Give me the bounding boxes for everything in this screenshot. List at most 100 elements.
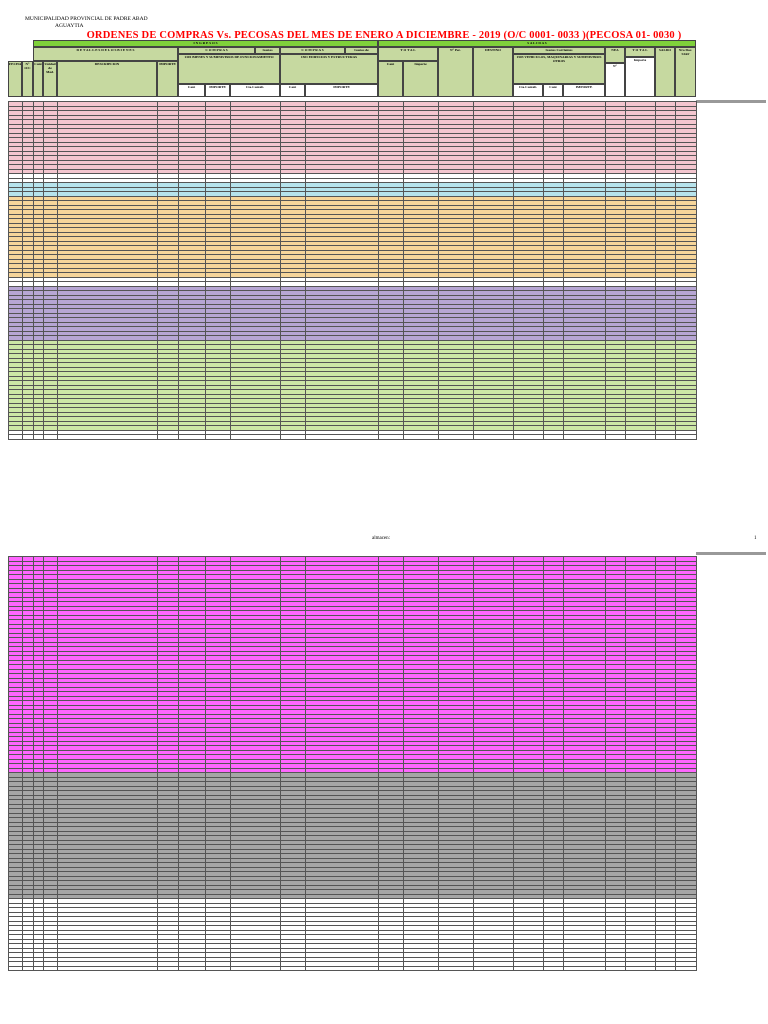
table-cell — [605, 965, 626, 971]
table-row — [8, 308, 697, 314]
table-cell — [230, 965, 281, 971]
table-cell — [43, 965, 58, 971]
table-row — [8, 353, 697, 359]
bottom-gray-bar — [696, 552, 766, 555]
table-row — [8, 884, 697, 890]
saldo-header: SALDO — [655, 47, 675, 97]
table-row — [8, 209, 697, 215]
table-row — [8, 290, 697, 296]
table-cell — [280, 965, 306, 971]
table-row — [8, 218, 697, 224]
table-cell — [43, 434, 58, 440]
table-cell — [625, 965, 656, 971]
table-cell — [438, 434, 474, 440]
table-row — [8, 880, 697, 886]
table-row — [8, 655, 697, 661]
data-table-top — [8, 101, 697, 440]
table-cell — [57, 434, 158, 440]
table-row — [8, 569, 697, 575]
table-row — [8, 267, 697, 273]
table-row — [8, 965, 697, 971]
cant3-header: Cant — [280, 84, 305, 97]
total-header: T O T A L — [378, 47, 438, 61]
detalles-header: D E T A L L E S D E L O S B I E N E S — [33, 47, 178, 61]
table-cell — [403, 434, 439, 440]
table-cell — [563, 965, 606, 971]
compras2-header: C O M P R A S — [280, 47, 345, 54]
destino-header: DESTINO — [473, 47, 513, 97]
table-row — [8, 943, 697, 949]
table-row — [8, 907, 697, 913]
table-row — [8, 767, 697, 773]
table-row — [8, 826, 697, 832]
table-row — [8, 610, 697, 616]
cant5-header: Cant — [543, 84, 563, 97]
cant2-header: Cant — [178, 84, 205, 97]
table-row — [8, 961, 697, 967]
nea-header: NEA — [605, 47, 625, 63]
top-gray-bar — [696, 100, 766, 103]
table-cell — [205, 434, 231, 440]
table-cell — [655, 434, 676, 440]
table-row — [8, 893, 697, 899]
importe-header: IMPORTE — [157, 61, 178, 97]
table-cell — [543, 965, 564, 971]
table-row — [8, 272, 697, 278]
table-row — [8, 677, 697, 683]
table-cell — [378, 434, 404, 440]
ingresos-header: I N G R E S O S — [33, 40, 378, 47]
table-row — [8, 938, 697, 944]
table-row — [8, 119, 697, 125]
table-row — [8, 155, 697, 161]
page-title: ORDENES DE COMPRAS Vs. PECOSAS DEL MES D… — [86, 30, 682, 41]
table-cell — [605, 434, 626, 440]
table-row — [8, 380, 697, 386]
table-row — [8, 339, 697, 345]
table-row — [8, 141, 697, 147]
table-row — [8, 402, 697, 408]
cta-contab-header: Cta.Contab. — [230, 84, 280, 97]
table-row — [8, 393, 697, 399]
table-row — [8, 934, 697, 940]
table-row — [8, 416, 697, 422]
table-row — [8, 749, 697, 755]
table-cell — [8, 434, 23, 440]
table-cell — [280, 434, 306, 440]
table-cell — [157, 965, 179, 971]
gastos-corrientes2-header: Gastos Corrientes — [513, 47, 605, 54]
descripcion-header: DESCRIPCION — [57, 61, 157, 97]
cant4-header: Cant — [378, 61, 403, 97]
table-row — [8, 285, 697, 291]
table-cell — [305, 965, 379, 971]
almacen-label: almacen: — [372, 536, 391, 541]
table-row — [8, 434, 697, 440]
table-row — [8, 411, 697, 417]
table-row — [8, 745, 697, 751]
table-cell — [178, 965, 206, 971]
table-cell — [513, 434, 544, 440]
importe3-header: IMPORTE — [305, 84, 378, 97]
column-header: I N G R E S O S S A L I D A S D E T A L … — [8, 40, 696, 97]
table-cell — [473, 434, 514, 440]
municipality-line2: AGUAYTIA — [55, 23, 84, 29]
table-row — [8, 947, 697, 953]
table-row — [8, 835, 697, 841]
table-row — [8, 146, 697, 152]
table-row — [8, 592, 697, 598]
importe5-header: IMPORTE — [563, 84, 605, 97]
table-cell — [33, 965, 44, 971]
municipality-name: MUNICIPALIDAD PROVINCIAL DE PADRE ABAD A… — [25, 16, 148, 30]
sub2-header: 1501 EDIFICIOS Y ESTRUCTURAS — [280, 54, 378, 84]
importe6-header: Importe — [625, 57, 655, 97]
sub3-header: 1503 VEHICULOS, MAQUINARIAS Y SUMINISTRO… — [513, 54, 605, 84]
table-cell — [543, 434, 564, 440]
salidas-header: S A L I D A S — [378, 40, 696, 47]
table-row — [8, 317, 697, 323]
table-row — [8, 695, 697, 701]
table-row — [8, 740, 697, 746]
table-cell — [8, 965, 23, 971]
table-row — [8, 384, 697, 390]
table-row — [8, 925, 697, 931]
table-cell — [205, 965, 231, 971]
table-row — [8, 200, 697, 206]
